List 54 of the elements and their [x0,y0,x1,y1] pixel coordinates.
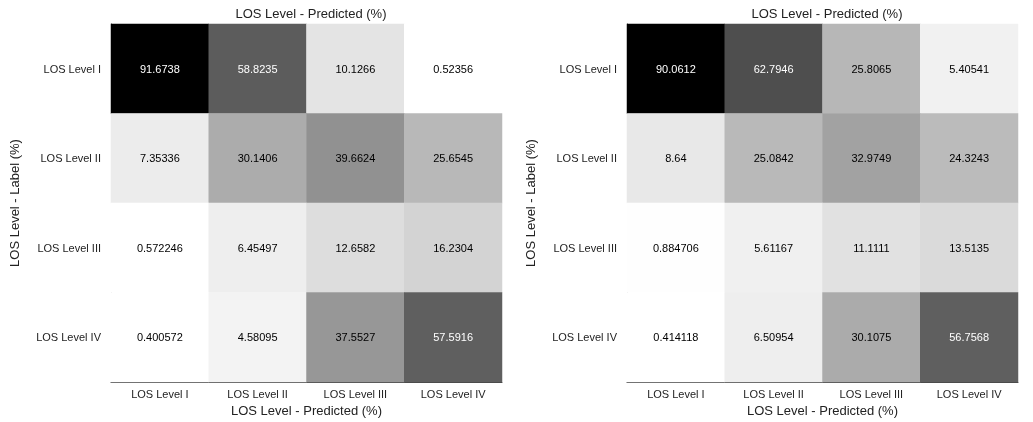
data-label: 90.0612 [655,62,696,75]
data-label: 39.6624 [335,152,376,165]
y-tick-label: LOS Level I [43,62,101,75]
y-tick-label: LOS Level IV [552,331,618,344]
data-label: 5.40541 [949,62,990,75]
data-label: 16.2304 [433,241,474,254]
data-label: 25.6545 [433,152,474,165]
y-tick-label: LOS Level II [556,152,617,165]
data-label: 56.7568 [949,331,990,344]
y-tick-label: LOS Level IV [36,331,102,344]
data-label: 24.3243 [949,152,990,165]
data-label: 30.1075 [851,331,892,344]
data-label: 5.61167 [754,241,794,254]
data-label: 8.64 [665,152,687,165]
data-label: 0.414118 [653,331,699,344]
data-label: 11.1111 [853,241,890,254]
data-label: 0.884706 [652,241,699,254]
data-label: 7.35336 [139,152,180,165]
x-tick-label: LOS Level II [743,387,804,400]
data-label: 6.50954 [753,331,794,344]
x-tick-label: LOS Level II [227,387,288,400]
data-label: 37.5527 [335,331,376,344]
x-tick-label: LOS Level III [839,387,904,400]
data-label: 32.9749 [851,152,892,165]
chart-title: LOS Level - Predicted (%) [235,6,387,21]
data-label: 91.6738 [139,62,180,75]
x-tick-label: LOS Level I [131,387,189,400]
y-tick-label: LOS Level II [40,152,101,165]
y-tick-label: LOS Level III [37,241,101,254]
data-label: 0.572246 [136,241,183,254]
x-tick-label: LOS Level III [323,387,388,400]
x-axis-title: LOS Level - Predicted (%) [746,403,899,418]
x-tick-label: LOS Level I [647,387,705,400]
data-label: 6.45497 [237,241,278,254]
data-label: 12.6582 [335,241,376,254]
data-label: 25.0842 [753,152,794,165]
y-axis-title: LOS Level - Label (%) [523,139,538,267]
y-tick-label: LOS Level III [553,241,617,254]
data-label: 58.8235 [237,62,278,75]
data-label: 0.52356 [433,62,474,75]
chart-title: LOS Level - Predicted (%) [751,6,903,21]
x-tick-label: LOS Level IV [420,387,487,400]
data-label: 30.1406 [237,152,278,165]
data-label: 62.7946 [753,62,794,75]
data-label: 4.58095 [237,331,278,344]
data-label: 0.400572 [136,331,183,344]
x-axis-title: LOS Level - Predicted (%) [230,403,383,418]
y-axis-title: LOS Level - Label (%) [7,139,22,267]
data-label: 57.5916 [433,331,474,344]
x-tick-label: LOS Level IV [936,387,1003,400]
y-tick-label: LOS Level I [559,62,617,75]
data-label: 10.1266 [335,62,376,75]
data-label: 25.8065 [851,62,892,75]
data-label: 13.5135 [949,241,990,254]
